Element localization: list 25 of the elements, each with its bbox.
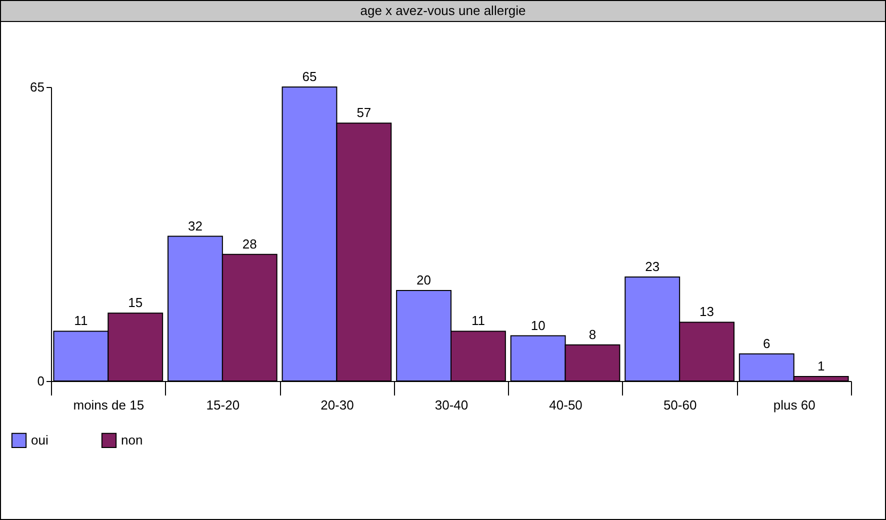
x-tick-label: plus 60 <box>773 398 816 412</box>
data-label: 57 <box>356 105 372 120</box>
data-label: 11 <box>74 313 88 328</box>
data-label: 13 <box>700 304 714 320</box>
x-tick-label: 50-60 <box>663 398 697 412</box>
x-tick-label: 15-20 <box>206 398 240 412</box>
x-tick-label: 20-30 <box>320 398 354 412</box>
data-label: 20 <box>416 272 432 288</box>
legend-label: oui <box>31 432 48 448</box>
data-label: 1 <box>817 358 825 374</box>
data-label: 6 <box>763 336 770 351</box>
chart-title: age x avez-vous une allergie <box>1 1 885 22</box>
y-tick-label: 0 <box>37 374 44 388</box>
x-tick-label: 30-40 <box>434 398 468 412</box>
data-label: 15 <box>128 295 143 310</box>
x-tick-label: moins de 15 <box>73 398 144 412</box>
data-label: 10 <box>530 318 546 333</box>
data-label: 8 <box>588 326 596 342</box>
data-label: 28 <box>242 236 257 252</box>
legend-label: non <box>121 432 143 448</box>
data-label: 32 <box>188 218 202 234</box>
data-label: 65 <box>302 69 317 84</box>
data-label: 23 <box>645 258 660 274</box>
data-label: 11 <box>471 313 485 328</box>
x-tick-label: 40-50 <box>549 398 582 412</box>
